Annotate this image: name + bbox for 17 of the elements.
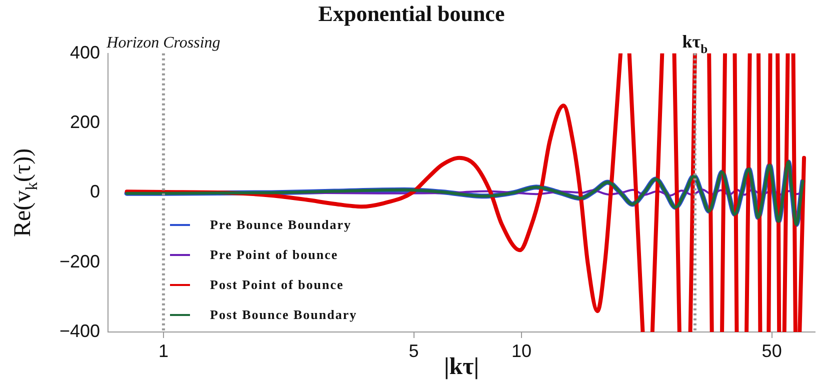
x-tick-label: 50 — [762, 340, 782, 361]
y-axis-title: Re(vk(τ)) — [10, 148, 42, 238]
ref-line-label: Horizon Crossing — [106, 34, 220, 52]
y-tick-label: −400 — [59, 320, 100, 341]
y-tick-label: −200 — [59, 251, 100, 272]
legend-label: Pre Point of bounce — [210, 247, 338, 263]
x-tick-label: 10 — [512, 340, 532, 361]
y-tick-label: 200 — [70, 112, 100, 132]
legend-label: Post Point of bounce — [210, 277, 344, 293]
x-tick-label: 5 — [408, 340, 419, 361]
legend-label: Post Bounce Boundary — [210, 307, 358, 323]
legend-label: Pre Bounce Boundary — [210, 217, 352, 233]
chart-title: Exponential bounce — [318, 0, 505, 26]
y-tick-label: 400 — [70, 42, 100, 62]
x-tick-label: 1 — [158, 340, 168, 361]
y-tick-label: 0 — [90, 182, 100, 202]
x-axis-title: |kτ| — [444, 354, 479, 380]
